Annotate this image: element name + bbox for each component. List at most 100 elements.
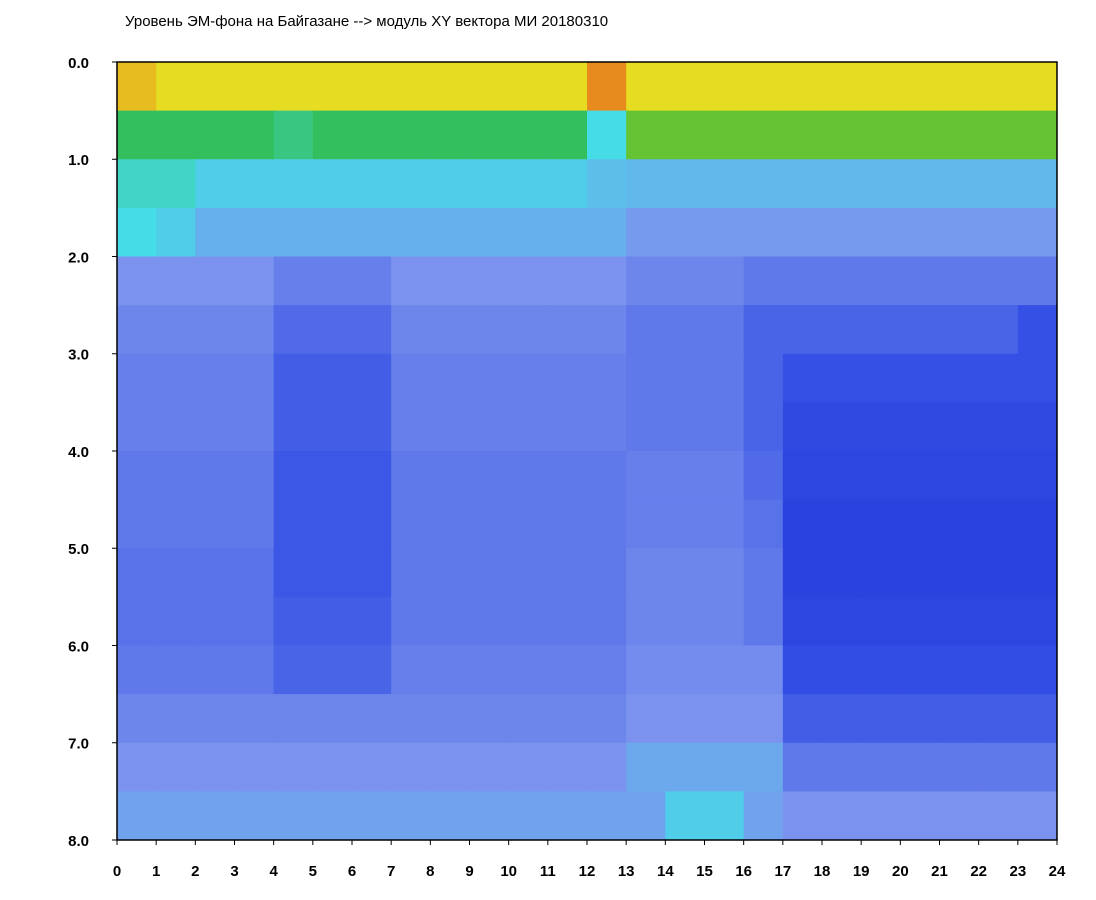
heatmap-cell <box>704 62 745 112</box>
heatmap-cell <box>782 645 823 695</box>
heatmap-cell <box>900 791 940 841</box>
heatmap-cell <box>547 451 588 501</box>
heatmap-cell <box>743 596 784 646</box>
heatmap-cell <box>626 256 666 306</box>
heatmap-cell <box>156 110 196 160</box>
heatmap-cell <box>391 305 431 355</box>
heatmap-cell <box>665 207 705 257</box>
x-tick-label: 10 <box>500 863 517 880</box>
heatmap-cell <box>391 62 431 112</box>
heatmap-cell <box>195 499 235 549</box>
heatmap-cell <box>156 62 196 112</box>
heatmap-cell <box>939 596 980 646</box>
heatmap-cell <box>861 159 901 209</box>
heatmap-cell <box>900 645 940 695</box>
heatmap-cell <box>900 596 940 646</box>
heatmap-cell <box>978 694 1019 744</box>
heatmap-cell <box>156 694 196 744</box>
heatmap-cell <box>822 353 862 403</box>
heatmap-cell <box>273 548 314 598</box>
heatmap-cell <box>430 742 470 792</box>
heatmap-cell <box>782 742 823 792</box>
heatmap-cell <box>743 305 784 355</box>
axes: 0 1 2 3 4 5 6 7 8 9 10 11 12 13 14 15 16 17 18 19 20 21 22 23 24… <box>68 55 1066 880</box>
heatmap-cell <box>704 402 745 452</box>
heatmap-cell <box>822 451 862 501</box>
heatmap-cell <box>1017 694 1058 744</box>
heatmap-cell <box>665 402 705 452</box>
heatmap-cell <box>312 305 353 355</box>
x-tick-label: 13 <box>618 863 635 880</box>
x-tick-label: 23 <box>1009 863 1026 880</box>
heatmap-cell <box>312 159 353 209</box>
heatmap-cell <box>587 645 627 695</box>
heatmap-cell <box>704 499 745 549</box>
heatmap-cell <box>469 353 510 403</box>
heatmap-cell <box>743 548 784 598</box>
y-tick-label: 5.0 <box>68 541 89 558</box>
heatmap-cell <box>117 645 157 695</box>
heatmap-cell <box>234 305 275 355</box>
x-tick-label: 6 <box>348 863 356 880</box>
heatmap-cell <box>352 742 392 792</box>
heatmap-cell <box>626 742 666 792</box>
heatmap-cell <box>939 256 980 306</box>
heatmap-cell <box>430 353 470 403</box>
heatmap-cell <box>352 110 392 160</box>
heatmap-cell <box>430 62 470 112</box>
heatmap-cell <box>117 110 157 160</box>
heatmap-cell <box>195 159 235 209</box>
heatmap-cell <box>430 159 470 209</box>
heatmap-cell <box>1017 110 1058 160</box>
heatmap-cell <box>704 742 745 792</box>
heatmap-cell <box>352 694 392 744</box>
heatmap-cell <box>117 159 157 209</box>
heatmap-cell <box>782 110 823 160</box>
heatmap-cell <box>273 62 314 112</box>
heatmap-cell <box>665 645 705 695</box>
heatmap-cell <box>430 596 470 646</box>
heatmap-cell <box>587 694 627 744</box>
heatmap-cell <box>547 548 588 598</box>
heatmap-cell <box>352 353 392 403</box>
heatmap-cell <box>822 645 862 695</box>
y-tick-label: 0.0 <box>68 55 89 72</box>
heatmap-cell <box>547 791 588 841</box>
y-tick-label: 8.0 <box>68 833 89 850</box>
heatmap-cell <box>861 499 901 549</box>
heatmap-cell <box>861 791 901 841</box>
heatmap-cell <box>978 402 1019 452</box>
heatmap-cell <box>665 305 705 355</box>
heatmap-cell <box>156 451 196 501</box>
heatmap-cell <box>547 742 588 792</box>
heatmap-cell <box>665 110 705 160</box>
heatmap-cell <box>1017 256 1058 306</box>
heatmap-cell <box>626 110 666 160</box>
heatmap-cell <box>900 742 940 792</box>
heatmap-cell <box>234 548 275 598</box>
heatmap-cell <box>469 791 510 841</box>
heatmap-cell <box>430 256 470 306</box>
heatmap-cell <box>391 548 431 598</box>
heatmap-cell <box>117 499 157 549</box>
heatmap-cell <box>900 110 940 160</box>
heatmap-cell <box>352 596 392 646</box>
heatmap-cell <box>312 207 353 257</box>
heatmap-cell <box>665 451 705 501</box>
heatmap-cell <box>391 207 431 257</box>
heatmap-cell <box>939 548 980 598</box>
heatmap-cell <box>156 207 196 257</box>
heatmap-cell <box>391 451 431 501</box>
heatmap-cell <box>391 742 431 792</box>
heatmap-cell <box>939 694 980 744</box>
heatmap-cell <box>1017 207 1058 257</box>
heatmap-cell <box>156 791 196 841</box>
heatmap-cell <box>978 499 1019 549</box>
heatmap-cell <box>234 353 275 403</box>
heatmap-cell <box>547 305 588 355</box>
heatmap-cell <box>587 353 627 403</box>
heatmap <box>117 62 1058 841</box>
heatmap-cell <box>117 742 157 792</box>
